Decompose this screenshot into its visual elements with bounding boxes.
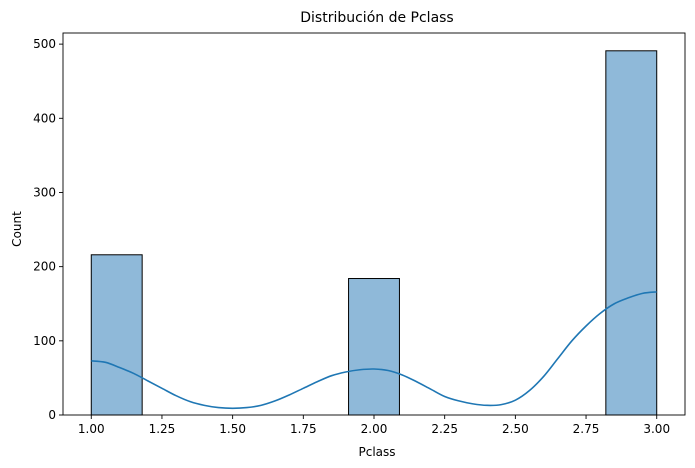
histogram-bar bbox=[348, 278, 400, 416]
y-axis-label: Count bbox=[10, 211, 24, 247]
bars bbox=[90, 50, 658, 416]
kde-curve-group bbox=[91, 291, 657, 410]
histogram-bar bbox=[605, 50, 658, 416]
x-axis-ticks: 1.00 1.25 1.50 1.75 2.00 2.25 2.50 2.75 3.00 bbox=[78, 415, 670, 436]
x-axis-label: Pclass bbox=[358, 445, 395, 459]
x-tick-label: 1.75 bbox=[290, 422, 317, 436]
x-tick-label: 2.50 bbox=[502, 422, 529, 436]
x-tick-label: 1.50 bbox=[219, 422, 246, 436]
y-tick-label: 0 bbox=[48, 408, 56, 422]
x-tick-label: 3.00 bbox=[643, 422, 670, 436]
y-tick-label: 100 bbox=[33, 334, 56, 348]
kde-line bbox=[91, 291, 657, 410]
x-tick-label: 1.00 bbox=[78, 422, 105, 436]
y-axis-ticks: 0 100 200 300 400 500 bbox=[33, 37, 63, 422]
x-tick-label: 2.25 bbox=[431, 422, 458, 436]
chart-title: Distribución de Pclass bbox=[300, 10, 453, 26]
y-tick-label: 300 bbox=[33, 185, 56, 199]
y-tick-label: 200 bbox=[33, 260, 56, 274]
x-tick-label: 2.00 bbox=[361, 422, 388, 436]
x-tick-label: 2.75 bbox=[573, 422, 600, 436]
x-tick-label: 1.25 bbox=[149, 422, 176, 436]
histogram-bar bbox=[90, 254, 143, 416]
y-tick-label: 500 bbox=[33, 37, 56, 51]
y-tick-label: 400 bbox=[33, 111, 56, 125]
